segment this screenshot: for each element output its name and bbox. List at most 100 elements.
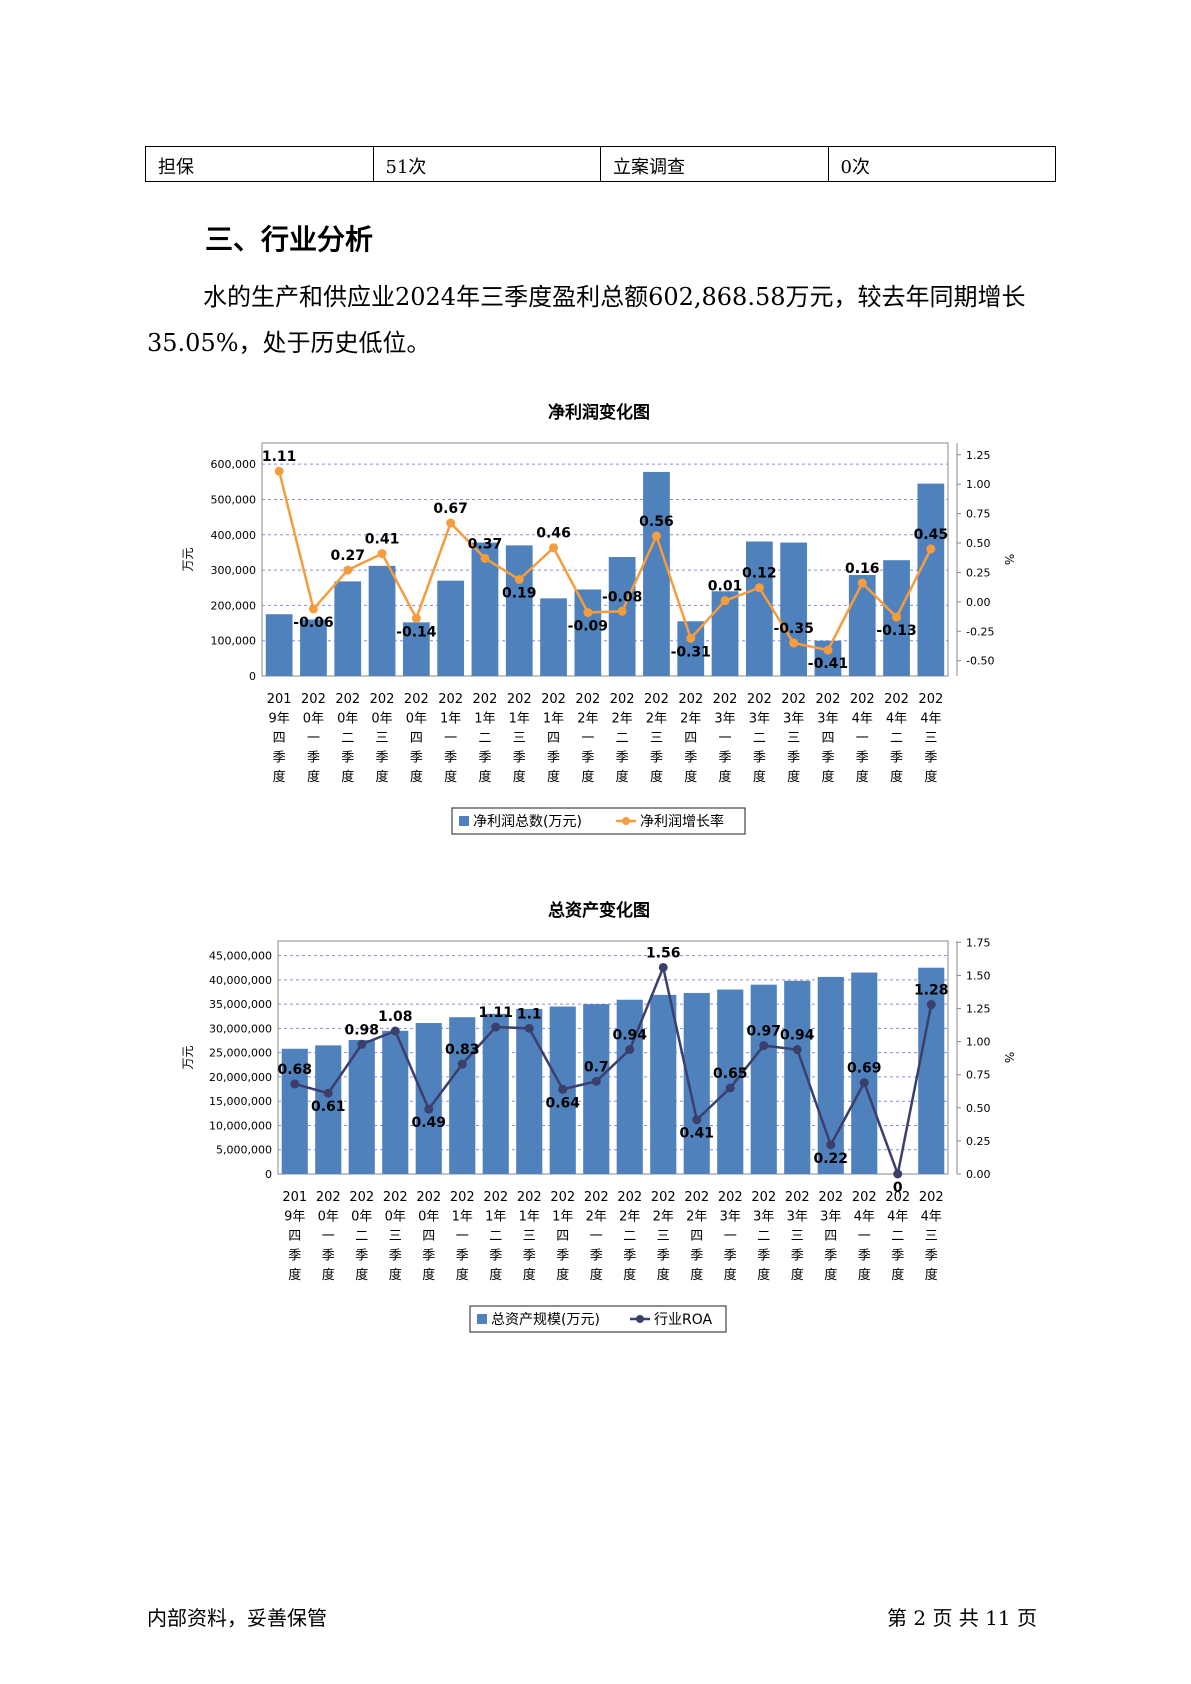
bar <box>300 619 327 676</box>
net-profit-chart-svg: 净利润变化图 0 100,000 200,000 300,000 400,000 500,0… <box>181 402 1016 835</box>
data-label: -0.14 <box>396 624 437 640</box>
legend-bar-swatch <box>477 1314 487 1324</box>
x-tick-label: 202 4年三季度 <box>919 1190 944 1283</box>
data-label: 0.64 <box>545 1095 580 1111</box>
line-point <box>859 1078 869 1088</box>
data-label: 1.1 <box>517 1006 542 1022</box>
x-tick-label: 202 0年三季度 <box>370 692 395 785</box>
line-point <box>290 1079 300 1089</box>
y-tick-label: 100,000 <box>211 635 257 648</box>
data-label: 1.28 <box>914 983 949 999</box>
bar <box>516 1008 543 1174</box>
y2-tick-label: 0.00 <box>966 596 991 609</box>
x-tick-label: 202 2年四季度 <box>684 1190 709 1283</box>
x-tick-label: 202 3年二季度 <box>747 692 772 785</box>
legend-line-marker <box>636 1315 644 1323</box>
data-label: 1.11 <box>478 1005 513 1021</box>
y2-tick-label: 0.25 <box>966 566 991 579</box>
line-point <box>792 1045 802 1055</box>
x-tick-label: 202 4年一季度 <box>850 692 875 785</box>
data-label: -0.13 <box>876 623 916 639</box>
y2-tick-label: 0.50 <box>966 537 991 550</box>
table-row: 担保 51次 立案调查 0次 <box>145 146 1056 182</box>
x-tick-label: 202 4年三季度 <box>918 692 943 785</box>
data-label: 0.16 <box>845 561 880 577</box>
y2-tick-label: 0.75 <box>966 1069 991 1082</box>
bar <box>315 1045 342 1174</box>
x-tick-label: 202 1年三季度 <box>507 692 532 785</box>
page-number: 第 2 页 共 11 页 <box>887 1606 1037 1630</box>
y2-tick-label: 0.00 <box>966 1168 991 1181</box>
footer-note: 内部资料，妥善保管 <box>147 1606 327 1630</box>
x-tick-label: 201 9年四季度 <box>267 692 292 785</box>
y-tick-label: 40,000,000 <box>209 974 272 987</box>
data-label: 0.27 <box>330 548 365 564</box>
data-label: -0.35 <box>773 621 813 637</box>
data-label: 0.46 <box>536 526 571 542</box>
table-cell: 立案调查 <box>600 146 829 182</box>
x-tick-label: 202 1年一季度 <box>450 1190 475 1283</box>
bar <box>348 1040 375 1174</box>
data-label: -0.08 <box>602 589 642 605</box>
x-tick-label: 202 1年四季度 <box>550 1190 575 1283</box>
data-label: 0.41 <box>365 532 400 548</box>
line-point <box>823 645 833 655</box>
x-tick-label: 202 3年四季度 <box>816 692 841 785</box>
series-line <box>294 966 933 1176</box>
y2-tick-label: 1.25 <box>966 1003 991 1016</box>
x-tick-label: 202 0年三季度 <box>383 1190 408 1283</box>
y-tick-label: 200,000 <box>211 599 257 612</box>
line-point <box>583 607 593 617</box>
data-label: 0.83 <box>445 1042 480 1058</box>
y2-tick-label: 0.50 <box>966 1102 991 1115</box>
line-point <box>725 1083 735 1093</box>
line-point <box>591 1076 601 1086</box>
data-label: 0.37 <box>468 536 503 552</box>
x-tick-label: 202 1年二季度 <box>473 692 498 785</box>
info-table: 担保 51次 立案调查 0次 <box>145 146 1056 182</box>
x-tick-label: 202 0年一季度 <box>301 692 326 785</box>
net-profit-chart: 净利润变化图 0 100,000 200,000 300,000 400,000 500,0… <box>0 395 1191 859</box>
line-point <box>926 544 936 554</box>
bar <box>711 591 739 676</box>
legend-item: 净利润总数(万元) <box>473 814 582 830</box>
x-tick-label: 202 2年三季度 <box>651 1190 676 1283</box>
line-point <box>926 1000 936 1010</box>
line-point <box>343 565 353 575</box>
bar <box>717 989 744 1174</box>
bar <box>482 1013 509 1174</box>
legend-line-marker <box>622 817 630 825</box>
line-point <box>754 583 764 593</box>
bar <box>608 557 636 676</box>
y-tick-label: 45,000,000 <box>209 950 272 963</box>
line-point <box>686 633 696 643</box>
y2-tick-label: 1.25 <box>966 449 991 462</box>
x-tick-label: 202 4年二季度 <box>885 1190 910 1283</box>
bar <box>574 589 602 676</box>
line-point <box>893 1169 903 1179</box>
table-cell: 担保 <box>145 146 374 182</box>
data-label: -0.09 <box>568 618 608 634</box>
data-label: 0 <box>893 1180 903 1196</box>
line-point <box>457 1059 467 1069</box>
data-label: 0.94 <box>612 1028 647 1044</box>
data-label: 0.67 <box>433 501 468 517</box>
x-tick-label: 202 1年四季度 <box>541 692 566 785</box>
legend-item: 总资产规模(万元) <box>491 1312 600 1328</box>
bar <box>643 471 670 676</box>
y-axis-title: 万元 <box>181 1045 195 1069</box>
bar <box>583 1004 610 1174</box>
x-tick-label: 202 1年三季度 <box>517 1190 542 1283</box>
analysis-paragraph: 水的生产和供应业2024年三季度盈利总额602,868.58万元，较去年同期增长… <box>147 283 1026 357</box>
line-point <box>514 575 524 585</box>
bar <box>281 1048 308 1174</box>
y2-tick-label: 0.25 <box>966 1135 991 1148</box>
x-tick-label: 202 2年二季度 <box>610 692 635 785</box>
line-point <box>720 596 730 606</box>
x-tick-label: 202 2年三季度 <box>644 692 669 785</box>
x-tick-label: 202 0年四季度 <box>404 692 429 785</box>
line-point <box>274 466 284 476</box>
line-point <box>789 638 799 648</box>
line-point <box>558 1084 568 1094</box>
line-point <box>826 1140 836 1150</box>
